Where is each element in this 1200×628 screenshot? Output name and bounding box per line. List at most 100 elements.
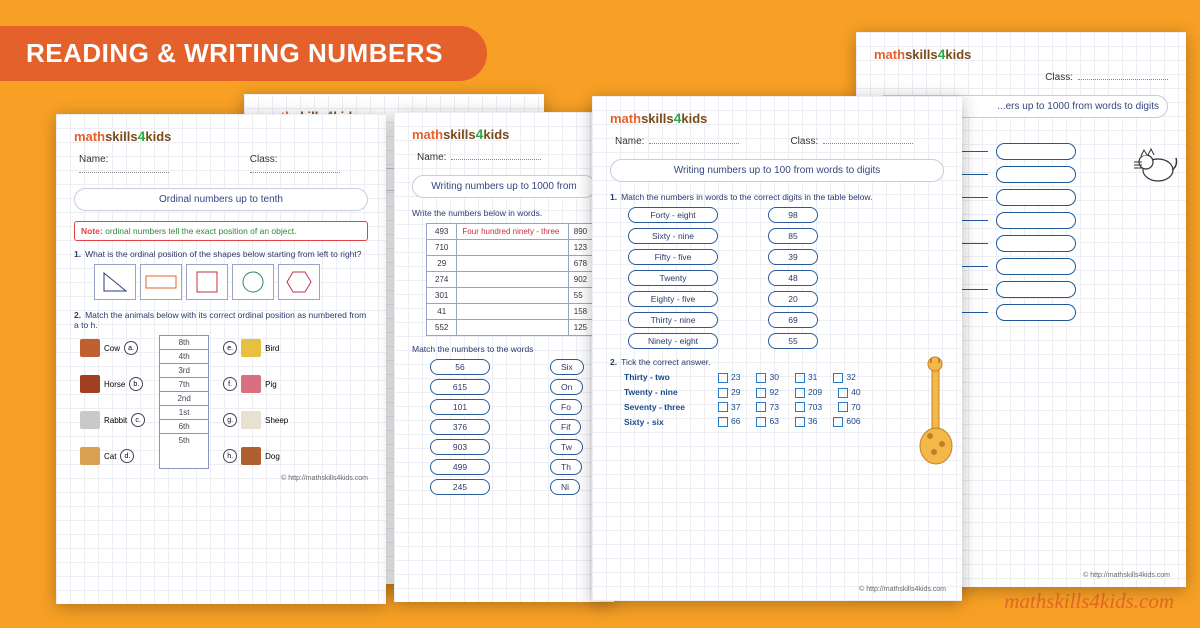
ladder-cell: 2nd bbox=[160, 392, 208, 406]
word-pill: Fif bbox=[550, 419, 581, 435]
letter-bubble: c. bbox=[131, 413, 145, 427]
shape-triangle bbox=[94, 264, 136, 300]
number-pill: 20 bbox=[768, 291, 818, 307]
table-row: 30155 bbox=[427, 288, 596, 304]
word-pill: Fifty - five bbox=[628, 249, 718, 265]
tick-questions: Thirty - two23303132Twenty - nine2992209… bbox=[610, 372, 944, 427]
question-1: Write the numbers below in words. bbox=[412, 208, 596, 218]
answer-pill[interactable] bbox=[996, 304, 1076, 321]
cat-icon bbox=[1132, 144, 1178, 184]
word-pill: Thirty - nine bbox=[628, 312, 718, 328]
checkbox-icon[interactable] bbox=[795, 388, 805, 398]
table-row: 493Four hundred ninety - three890 bbox=[427, 224, 596, 240]
shape-rect bbox=[140, 264, 182, 300]
answer-pill[interactable] bbox=[996, 166, 1076, 183]
giraffe-icon bbox=[916, 356, 956, 476]
number-pill: 499 bbox=[430, 459, 490, 475]
table-row: 29678 bbox=[427, 256, 596, 272]
answer-pill[interactable] bbox=[996, 143, 1076, 160]
tick-row: Thirty - two23303132 bbox=[624, 372, 944, 383]
number-pill: 85 bbox=[768, 228, 818, 244]
animal-icon bbox=[241, 447, 261, 465]
checkbox-icon[interactable] bbox=[795, 417, 805, 427]
question-2: 2.Tick the correct answer. bbox=[610, 357, 944, 367]
tick-option[interactable]: 32 bbox=[833, 372, 855, 383]
number-pill: 376 bbox=[430, 419, 490, 435]
checkbox-icon[interactable] bbox=[718, 402, 728, 412]
checkbox-icon[interactable] bbox=[718, 373, 728, 383]
checkbox-icon[interactable] bbox=[756, 417, 766, 427]
number-pill: 101 bbox=[430, 399, 490, 415]
tick-option[interactable]: 606 bbox=[833, 416, 860, 427]
animal-row: Cowa. bbox=[80, 335, 145, 361]
ladder-cell: 3rd bbox=[160, 364, 208, 378]
tick-option[interactable]: 66 bbox=[718, 416, 740, 427]
number-words-table: 493Four hundred ninety - three8907101232… bbox=[426, 223, 596, 336]
number-pill: 98 bbox=[768, 207, 818, 223]
checkbox-icon[interactable] bbox=[718, 388, 728, 398]
checkbox-icon[interactable] bbox=[718, 417, 728, 427]
animal-match-grid: Cowa.Horseb.Rabbitc.Catd. 8th4th3rd7th2n… bbox=[80, 335, 368, 469]
ladder-cell: 6th bbox=[160, 420, 208, 434]
table-row: 552125 bbox=[427, 320, 596, 336]
match-row: Twenty48 bbox=[628, 270, 944, 286]
tick-option[interactable]: 29 bbox=[718, 387, 740, 398]
logo: mathskills4kids bbox=[74, 128, 368, 144]
shape-circle bbox=[232, 264, 274, 300]
answer-pill[interactable] bbox=[996, 258, 1076, 275]
answer-pill[interactable] bbox=[996, 212, 1076, 229]
name-class-row: Name:Class: bbox=[610, 136, 944, 147]
animal-row: f.Pig bbox=[223, 371, 288, 397]
word-pill: Twenty bbox=[628, 270, 718, 286]
tick-option[interactable]: 23 bbox=[718, 372, 740, 383]
logo: mathskills4kids bbox=[412, 126, 596, 142]
shapes-row bbox=[94, 264, 368, 300]
checkbox-icon[interactable] bbox=[756, 402, 766, 412]
ladder-cell: 1st bbox=[160, 406, 208, 420]
tick-option[interactable]: 70 bbox=[838, 402, 860, 413]
match-pills: 56Six615On101Fo376Fif903Tw499Th245Ni bbox=[430, 359, 596, 495]
checkbox-icon[interactable] bbox=[756, 373, 766, 383]
checkbox-icon[interactable] bbox=[838, 402, 848, 412]
answer-pill[interactable] bbox=[996, 281, 1076, 298]
answer-pill[interactable] bbox=[996, 235, 1076, 252]
tick-row: Seventy - three377370370 bbox=[624, 402, 944, 413]
shape-square bbox=[186, 264, 228, 300]
tick-option[interactable]: 36 bbox=[795, 416, 817, 427]
checkbox-icon[interactable] bbox=[795, 402, 805, 412]
checkbox-icon[interactable] bbox=[838, 388, 848, 398]
tick-option[interactable]: 37 bbox=[718, 402, 740, 413]
checkbox-icon[interactable] bbox=[795, 373, 805, 383]
question-1: 1.Match the numbers in words to the corr… bbox=[610, 192, 944, 202]
tick-option[interactable]: 63 bbox=[756, 416, 778, 427]
tick-option[interactable]: 703 bbox=[795, 402, 822, 413]
answer-pill[interactable] bbox=[996, 189, 1076, 206]
animal-row: e.Bird bbox=[223, 335, 288, 361]
letter-bubble: g. bbox=[223, 413, 237, 427]
tick-option[interactable]: 92 bbox=[756, 387, 778, 398]
copyright: © http://mathskills4kids.com bbox=[74, 475, 368, 482]
logo: mathskills4kids bbox=[874, 46, 1168, 62]
match-pairs: Forty - eight98Sixty - nine85Fifty - fiv… bbox=[628, 207, 944, 349]
word-pill: Sixty - nine bbox=[628, 228, 718, 244]
sheet-title: Ordinal numbers up to tenth bbox=[74, 188, 368, 211]
number-pill: 245 bbox=[430, 479, 490, 495]
page-title-banner: READING & WRITING NUMBERS bbox=[0, 26, 487, 81]
sheet-title: Writing numbers up to 100 from words to … bbox=[610, 159, 944, 182]
tick-option[interactable]: 209 bbox=[795, 387, 822, 398]
name-class-row: Name:Class: bbox=[74, 154, 368, 176]
checkbox-icon[interactable] bbox=[833, 417, 843, 427]
tick-option[interactable]: 40 bbox=[838, 387, 860, 398]
letter-bubble: h. bbox=[223, 449, 237, 463]
tick-row: Sixty - six666336606 bbox=[624, 416, 944, 427]
number-pill: 39 bbox=[768, 249, 818, 265]
animal-icon bbox=[241, 411, 261, 429]
checkbox-icon[interactable] bbox=[756, 388, 766, 398]
tick-option[interactable]: 30 bbox=[756, 372, 778, 383]
checkbox-icon[interactable] bbox=[833, 373, 843, 383]
tick-option[interactable]: 73 bbox=[756, 402, 778, 413]
tick-option[interactable]: 31 bbox=[795, 372, 817, 383]
match-row: Thirty - nine69 bbox=[628, 312, 944, 328]
word-pill: Six bbox=[550, 359, 584, 375]
match-row: Fifty - five 39 bbox=[628, 249, 944, 265]
